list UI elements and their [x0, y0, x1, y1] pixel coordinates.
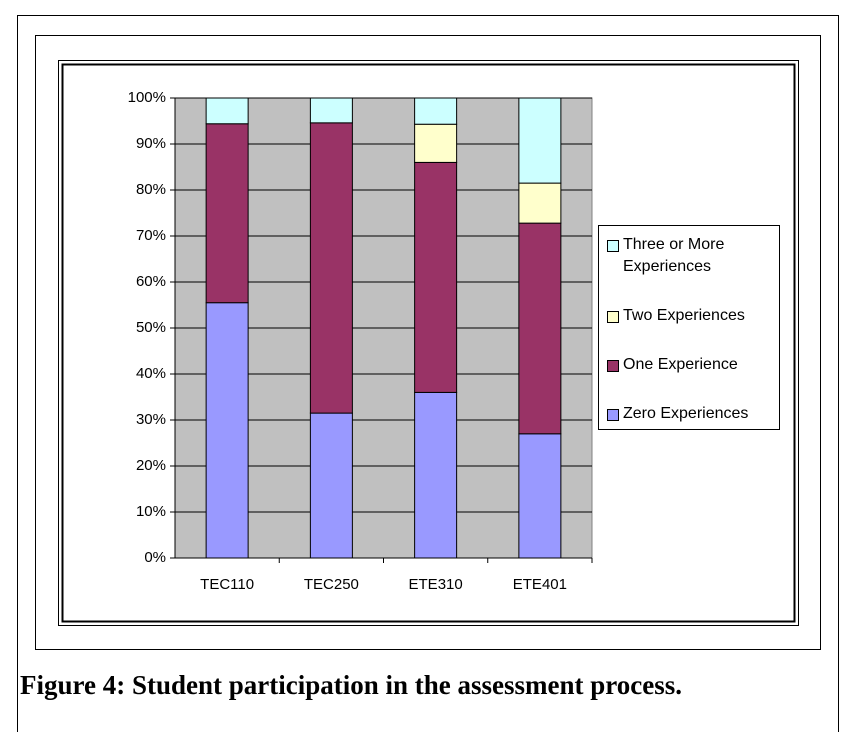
x-tick-label: ETE401 — [513, 576, 567, 593]
figure-frame — [35, 35, 821, 650]
y-tick-label: 90% — [136, 135, 166, 152]
legend-swatch — [607, 311, 619, 323]
y-tick-label: 20% — [136, 457, 166, 474]
legend-entry: Three or More Experiences — [607, 234, 779, 278]
chart-border — [58, 60, 799, 626]
y-tick-label: 30% — [136, 411, 166, 428]
chart-border-inner — [61, 63, 796, 623]
y-tick-label: 0% — [144, 549, 166, 566]
y-tick-label: 40% — [136, 365, 166, 382]
bar-segment — [414, 391, 458, 559]
outer-frame — [17, 15, 839, 732]
legend: Three or More Experiences Two Experiences… — [598, 225, 780, 430]
x-tick-label: TEC250 — [304, 576, 359, 593]
bar-segment — [414, 123, 458, 163]
bar-segment — [414, 97, 458, 125]
x-tick-label: ETE310 — [409, 576, 463, 593]
bar-segment — [205, 123, 249, 304]
y-tick-label: 70% — [136, 227, 166, 244]
y-tick-label: 100% — [128, 89, 166, 106]
legend-label: One Experience — [623, 356, 738, 373]
bar-segment — [205, 97, 249, 125]
legend-swatch — [607, 240, 619, 252]
bar-segment — [518, 182, 562, 224]
legend-swatch — [607, 409, 619, 421]
bar-segment — [518, 97, 562, 184]
legend-entry: Zero Experiences — [607, 403, 779, 425]
legend-label: Two Experiences — [623, 307, 745, 324]
legend-entry: One Experience — [607, 354, 779, 376]
bar-segment — [309, 97, 353, 124]
y-tick-label: 80% — [136, 181, 166, 198]
caption: Figure 4: Student participation in the a… — [20, 670, 683, 700]
bar-segment — [518, 433, 562, 559]
legend-label: Zero Experiences — [623, 405, 749, 422]
y-tick-label: 60% — [136, 273, 166, 290]
legend-label: Three or More Experiences — [623, 236, 725, 275]
bar-segment — [309, 122, 353, 414]
legend-swatch — [607, 360, 619, 372]
y-tick-label: 50% — [136, 319, 166, 336]
y-tick-label: 10% — [136, 503, 166, 520]
bar-segment — [414, 161, 458, 393]
bar-segment — [205, 302, 249, 559]
bar-segment — [518, 222, 562, 435]
legend-entry: Two Experiences — [607, 305, 779, 327]
x-tick-label: TEC110 — [200, 576, 254, 593]
bar-segment — [309, 412, 353, 559]
